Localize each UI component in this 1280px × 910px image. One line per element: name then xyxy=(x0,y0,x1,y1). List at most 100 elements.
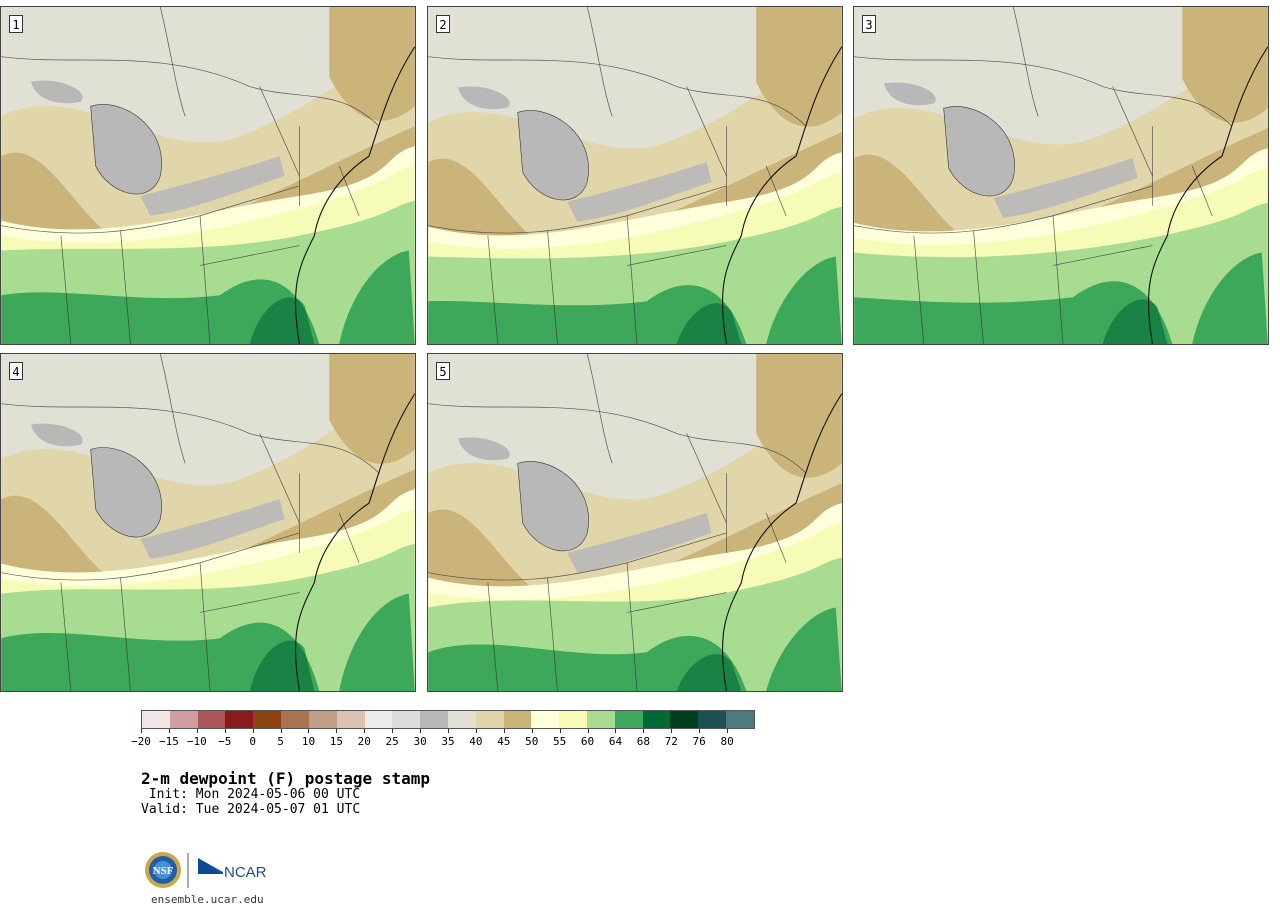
border-line xyxy=(159,354,186,464)
postage-stamp-panel-2: 2 xyxy=(427,6,843,345)
colorbar-tick xyxy=(448,729,449,733)
colorbar-tick xyxy=(364,729,366,733)
colorbar-tick xyxy=(252,729,254,733)
great-lakes-gray xyxy=(517,461,589,551)
border-line xyxy=(159,7,186,117)
colorbar-tick-label: 55 xyxy=(553,735,567,748)
dewpoint-colorbar xyxy=(141,710,755,729)
border-line xyxy=(973,230,984,344)
border-line xyxy=(199,215,211,344)
colorbar-tick xyxy=(280,729,282,733)
great-lakes-gray xyxy=(943,106,1015,196)
panel-number-label: 5 xyxy=(436,362,450,380)
coastal-tan-region xyxy=(329,354,415,464)
border-line xyxy=(199,592,300,613)
coastal-tan-region xyxy=(329,7,415,121)
lake-outline xyxy=(517,461,589,552)
border-line xyxy=(547,230,558,344)
border-line xyxy=(259,86,300,177)
ncar-logo: NCAR xyxy=(198,858,267,881)
ncar-logo-text: NCAR xyxy=(224,864,267,881)
green-region xyxy=(428,635,747,691)
border-line xyxy=(120,230,131,344)
colorbar-swatch xyxy=(726,711,754,728)
colorbar-tick-label: 64 xyxy=(608,735,623,748)
colorbar-swatch xyxy=(281,711,309,728)
coastline xyxy=(721,46,842,344)
colorbar-tick xyxy=(699,729,701,733)
colorbar-tick-labels: −20 −15 −10 −5 0 5 10 15 20 25 30 35 40 45 50 55 60 64 68 7… xyxy=(131,729,755,753)
colorbar-tick xyxy=(141,729,142,733)
dewpoint-map xyxy=(428,354,842,691)
nsf-ncar-logos: NSF NCAR xyxy=(145,852,267,888)
border-line xyxy=(854,185,1153,234)
great-lakes-gray xyxy=(517,110,589,200)
colorbar-tick-label: 60 xyxy=(580,735,595,748)
coastline xyxy=(1147,46,1268,344)
border-line xyxy=(60,235,72,344)
colorbar-swatch xyxy=(503,711,532,728)
colorbar-swatch xyxy=(253,711,282,728)
border-line xyxy=(428,56,807,127)
panel-number-label: 4 xyxy=(9,362,23,380)
colorbar-tick-label: 15 xyxy=(329,735,343,748)
border-line xyxy=(1,56,380,127)
coastline xyxy=(294,393,415,691)
colorbar-tick xyxy=(196,729,198,733)
colorbar-tick xyxy=(503,729,505,733)
dewpoint-map xyxy=(428,7,842,344)
colorbar-tick-label: −10 xyxy=(186,735,207,748)
colorbar-swatch xyxy=(420,711,448,728)
colorbar-tick xyxy=(336,729,338,733)
border-line xyxy=(626,245,727,266)
lake-erie-ontario-gray xyxy=(140,499,285,559)
border-line xyxy=(428,403,807,474)
postage-stamp-panel-4: 4 xyxy=(0,353,416,692)
border-line xyxy=(686,86,727,177)
colorbar-tick-label: 72 xyxy=(664,735,678,748)
colorbar-tick-label: 30 xyxy=(413,735,427,748)
colorbar-tick-label: −15 xyxy=(158,735,179,748)
coastline xyxy=(721,393,842,691)
colorbar-tick xyxy=(308,729,310,733)
colorbar-swatch xyxy=(225,711,254,728)
coastal-tan-region xyxy=(756,7,842,127)
plot-title: 2-m dewpoint (F) postage stamp xyxy=(141,769,430,788)
atlantic-green-region xyxy=(766,607,842,691)
lake-erie-ontario-gray xyxy=(567,162,712,222)
colorbar-swatch xyxy=(447,711,476,728)
border-line xyxy=(765,512,787,563)
colorbar-swatch xyxy=(642,711,671,728)
border-line xyxy=(913,235,925,344)
border-line xyxy=(1191,165,1213,216)
atlantic-green-region xyxy=(1192,252,1268,344)
border-line xyxy=(586,7,613,117)
colorbar-swatch xyxy=(587,711,615,728)
coastal-tan-region xyxy=(1182,7,1268,123)
border-line xyxy=(686,433,727,524)
atlantic-green-region xyxy=(339,593,415,691)
colorbar-tick-label: 76 xyxy=(692,735,706,748)
border-line xyxy=(626,592,727,613)
border-line xyxy=(338,165,360,216)
border-line xyxy=(765,165,787,216)
colorbar-swatch xyxy=(336,711,365,728)
colorbar-swatch xyxy=(698,711,727,728)
great-lakes-gray xyxy=(90,447,162,538)
lake-superior-gray xyxy=(884,82,936,106)
colorbar-tick xyxy=(727,729,729,733)
colorbar-tick xyxy=(587,729,589,733)
border-line xyxy=(487,235,499,344)
border-line xyxy=(1112,86,1153,177)
colorbar-tick-label: 10 xyxy=(301,735,316,748)
colorbar-tick xyxy=(671,729,673,733)
lake-outline xyxy=(517,110,589,201)
colorbar-swatch xyxy=(308,711,337,728)
lake-outline xyxy=(943,106,1015,197)
border-line xyxy=(626,215,638,344)
colorbar-swatch xyxy=(142,711,170,728)
colorbar-tick-label: 5 xyxy=(277,735,284,748)
border-line xyxy=(854,56,1233,127)
lake-superior-gray xyxy=(31,423,83,447)
border-line xyxy=(120,577,131,691)
